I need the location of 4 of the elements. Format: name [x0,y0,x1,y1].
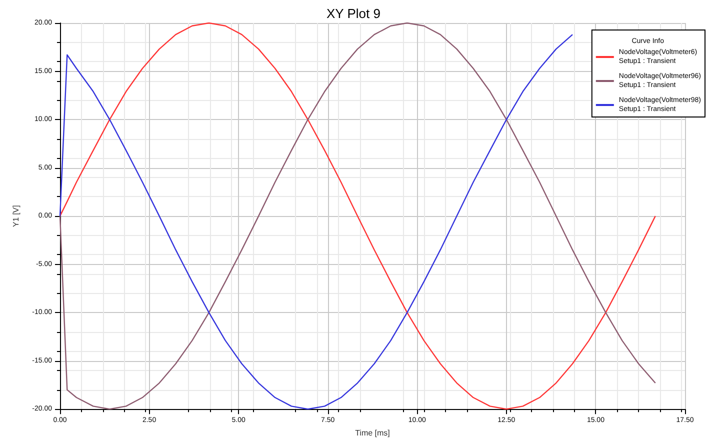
x-axis-title: Time [ms] [355,428,390,438]
chart-title: XY Plot 9 [326,6,380,21]
line-series [59,34,574,410]
y-axis-title: Y1 [V] [12,205,20,227]
